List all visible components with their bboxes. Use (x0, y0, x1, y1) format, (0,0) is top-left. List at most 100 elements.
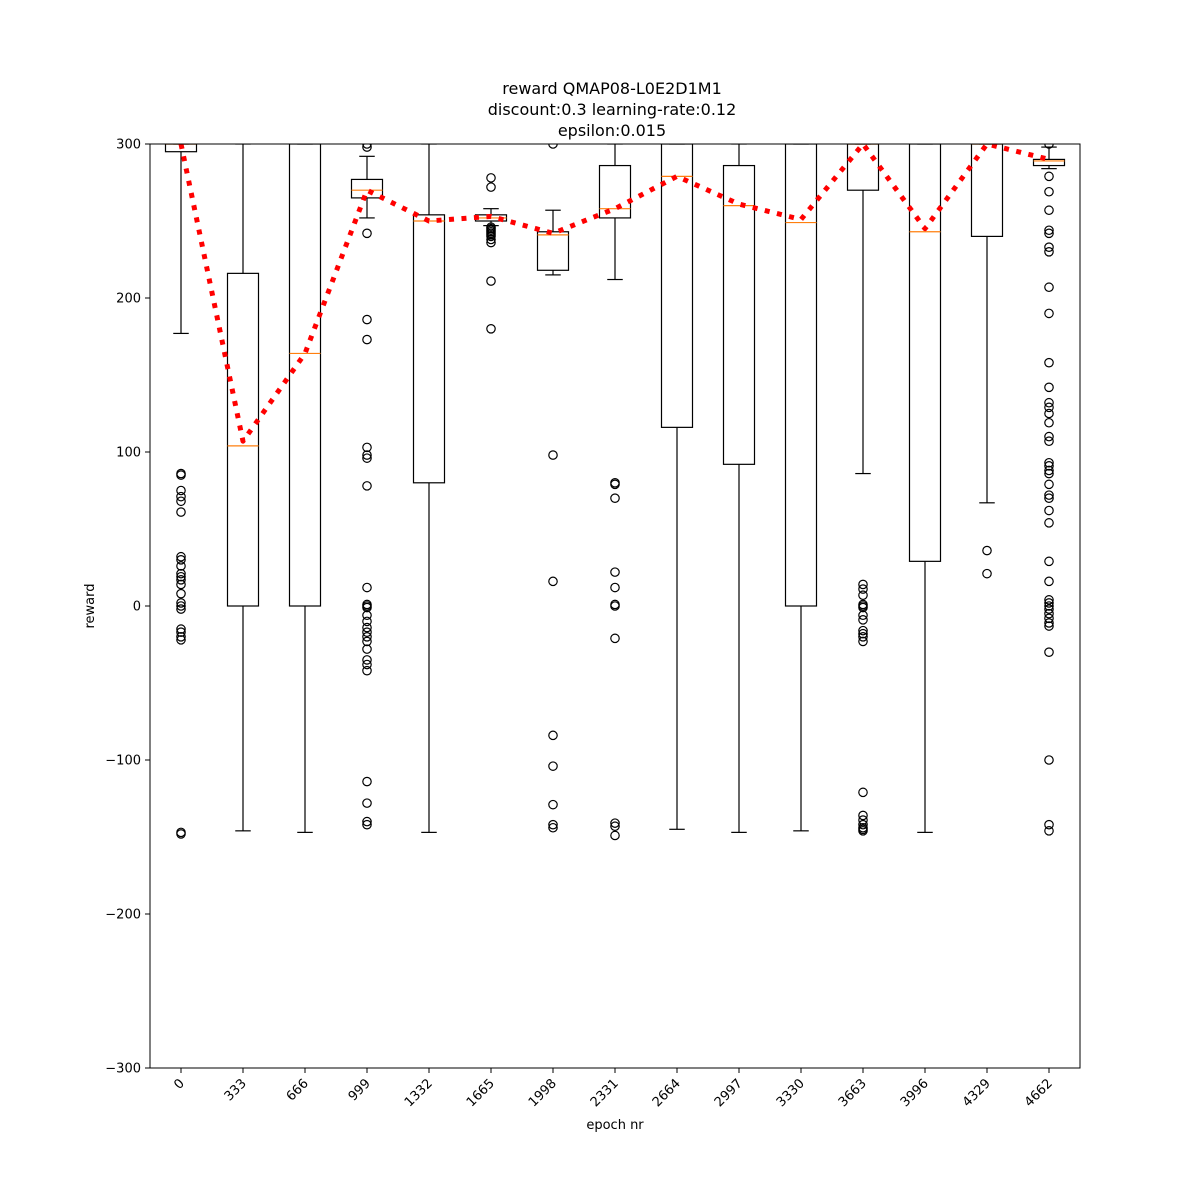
box-1665 (474, 173, 508, 334)
outlier-point (1044, 382, 1054, 393)
outlier-point (1044, 556, 1054, 567)
outlier-point (362, 442, 372, 453)
x-axis: 0 333 666 999 1332 1665 1998 2331 2664 2997 3330 36… (171, 1068, 1056, 1110)
chart-title: reward QMAP08-L0E2D1M1 discount:0.3 lear… (488, 79, 737, 140)
outlier-point (486, 231, 496, 242)
box-999 (350, 144, 384, 830)
outlier-point (362, 144, 372, 152)
outlier-point (858, 584, 868, 594)
outlier-point (858, 826, 868, 836)
outlier-point (176, 601, 186, 611)
outlier-point (176, 624, 186, 634)
outlier-point (548, 822, 558, 833)
x-tick-label: 1665 (464, 1076, 498, 1110)
y-tick-label: 0 (133, 600, 141, 615)
outlier-point (176, 579, 186, 590)
outlier-point (1044, 518, 1054, 528)
outlier-point (362, 622, 372, 633)
outlier-point (548, 761, 558, 771)
box-3996 (908, 144, 942, 833)
outlier-point (858, 815, 868, 825)
outlier-point (1044, 595, 1054, 605)
outlier-point (1044, 282, 1054, 293)
outlier-point (858, 628, 868, 639)
outlier-point (982, 568, 992, 579)
outlier-point (362, 819, 372, 830)
outlier-point (1044, 357, 1054, 368)
outlier-point (1044, 618, 1054, 628)
outlier-point (610, 479, 620, 490)
outlier-point (982, 545, 992, 556)
outlier-point (858, 602, 868, 613)
outlier-point (362, 816, 372, 827)
outlier-point (176, 829, 186, 839)
outlier-point (858, 810, 868, 821)
outlier-point (610, 633, 620, 644)
outlier-point (1044, 613, 1054, 624)
y-tick-label: −300 (105, 1062, 141, 1077)
outlier-point (858, 631, 868, 642)
outlier-point (176, 588, 186, 599)
outlier-point (548, 730, 558, 741)
box-2997 (722, 144, 756, 833)
outlier-point (1044, 490, 1054, 500)
outlier-point (1044, 228, 1054, 239)
iqr-box (784, 144, 818, 607)
x-tick-label: 4329 (960, 1076, 994, 1110)
outlier-point (176, 568, 186, 579)
outlier-point (176, 635, 186, 645)
outlier-point (176, 627, 186, 637)
outlier-point (1044, 621, 1054, 631)
plot-area-content (164, 144, 1066, 841)
y-tick-label: 100 (116, 446, 141, 461)
outlier-point (176, 571, 186, 582)
outlier-point (362, 631, 372, 642)
outlier-point (176, 491, 186, 502)
outlier-point (610, 601, 620, 611)
outlier-point (1044, 408, 1054, 419)
iqr-box (1032, 158, 1066, 167)
iqr-box (660, 144, 694, 428)
outlier-point (1044, 819, 1054, 830)
chart-title-line-2: discount:0.3 learning-rate:0.12 (488, 100, 737, 119)
x-tick-label: 666 (284, 1076, 312, 1104)
y-axis: 300 200 100 0 −100 −200 −300 (105, 138, 150, 1077)
outlier-point (1044, 598, 1054, 608)
outlier-point (1044, 601, 1054, 611)
outlier-point (1044, 186, 1054, 197)
outlier-point (548, 799, 558, 810)
y-axis-label: reward (83, 583, 98, 628)
outlier-point (610, 818, 620, 828)
box-0 (164, 144, 198, 839)
outlier-point (362, 798, 372, 808)
outlier-point (1044, 505, 1054, 516)
y-tick-label: 200 (116, 292, 141, 307)
outlier-point (176, 554, 186, 565)
iqr-box (226, 272, 260, 607)
outlier-point (1044, 468, 1054, 479)
box-1332 (412, 144, 446, 833)
outlier-point (176, 470, 186, 480)
x-tick-label: 3663 (836, 1076, 870, 1110)
outlier-point (610, 582, 620, 593)
box-3330 (784, 144, 818, 832)
outlier-point (1044, 402, 1054, 413)
outlier-point (858, 579, 868, 590)
iqr-box (598, 164, 632, 219)
outlier-point (858, 615, 868, 625)
chart-title-line-1: reward QMAP08-L0E2D1M1 (502, 79, 722, 98)
outlier-point (486, 173, 496, 183)
outlier-point (362, 655, 372, 665)
outlier-point (1044, 461, 1054, 471)
x-tick-label: 3996 (898, 1076, 932, 1110)
x-tick-label: 3330 (774, 1076, 808, 1110)
outlier-point (486, 323, 496, 334)
outlier-point (858, 636, 868, 647)
outlier-point (610, 830, 620, 841)
outlier-point (362, 450, 372, 460)
iqr-box (412, 214, 446, 484)
outlier-point (362, 644, 372, 654)
outlier-point (176, 551, 186, 562)
y-tick-label: 300 (116, 138, 141, 153)
outlier-point (1044, 431, 1054, 442)
